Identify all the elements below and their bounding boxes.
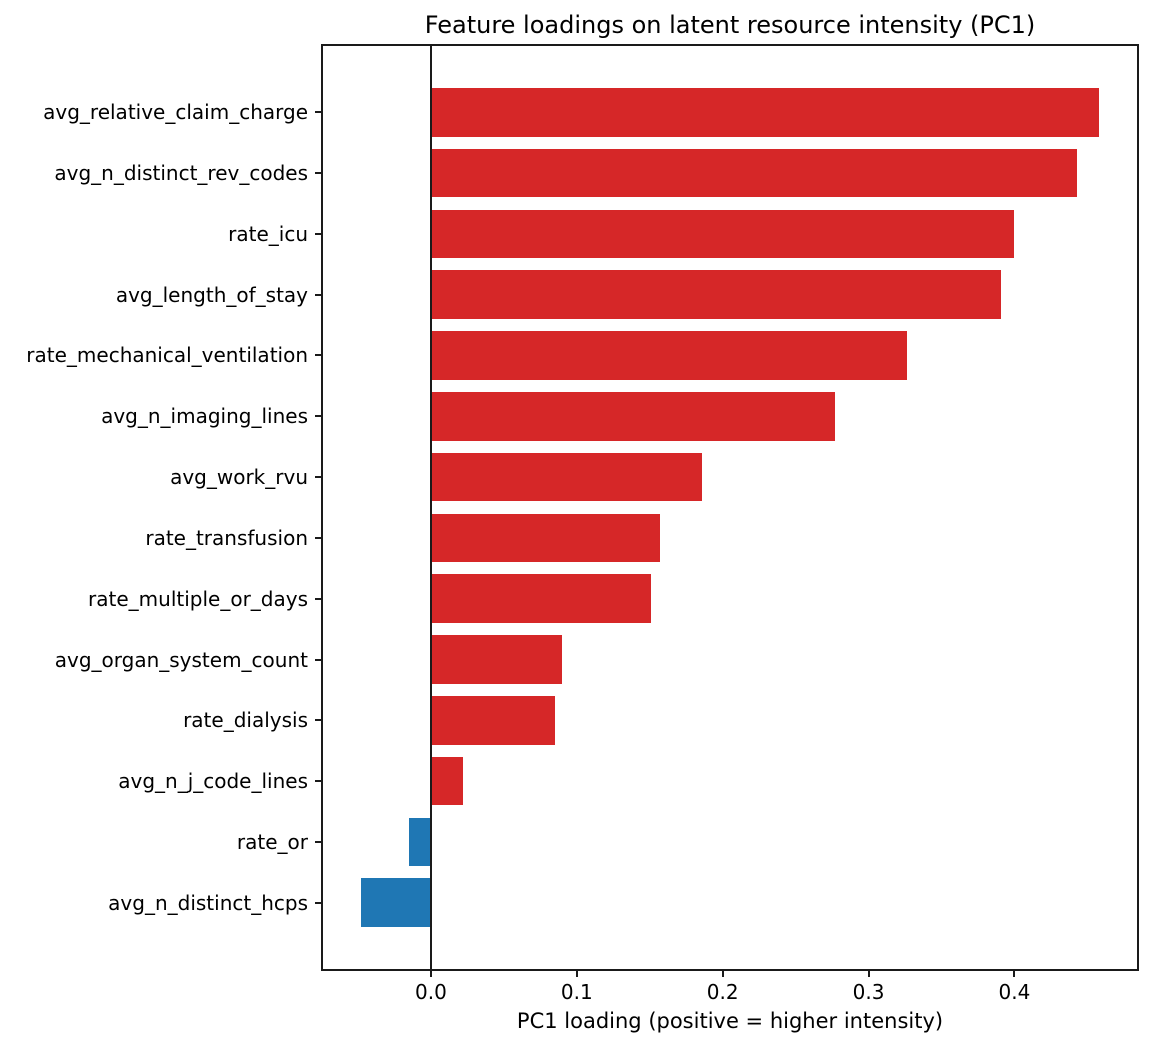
y-tick-mark (315, 597, 323, 600)
y-tick-mark (315, 901, 323, 904)
x-tick-label: 0.0 (415, 980, 447, 1004)
y-tick-label: avg_work_rvu (170, 465, 308, 490)
bar-avg_n_imaging_lines (430, 391, 836, 441)
y-tick-mark (315, 536, 323, 539)
y-tick-label: avg_n_distinct_hcps (108, 890, 308, 915)
bar-rate_or (409, 817, 431, 867)
y-tick-mark (315, 111, 323, 114)
y-tick-label: avg_relative_claim_charge (43, 100, 308, 125)
bar-avg_relative_claim_charge (430, 87, 1100, 137)
bar-avg_work_rvu (430, 452, 703, 502)
y-tick-mark (315, 476, 323, 479)
bar-rate_transfusion (430, 513, 660, 563)
y-tick-label: rate_or (236, 829, 308, 854)
x-axis-title: PC1 loading (positive = higher intensity… (516, 1009, 944, 1033)
y-tick-mark (315, 293, 323, 296)
y-tick-mark (315, 840, 323, 843)
x-tick-mark (867, 969, 870, 977)
bar-rate_multiple_or_days (430, 574, 652, 624)
y-tick-label: rate_multiple_or_days (88, 586, 308, 611)
x-tick-label: 0.1 (560, 980, 593, 1004)
y-tick-label: rate_transfusion (145, 525, 308, 550)
bar-avg_n_j_code_lines (430, 756, 464, 806)
plot-area (321, 44, 1139, 971)
y-tick-mark (315, 415, 323, 418)
x-tick-mark (721, 969, 724, 977)
y-tick-label: rate_dialysis (183, 708, 308, 733)
y-tick-label: avg_n_distinct_rev_codes (54, 161, 308, 186)
x-tick-mark (429, 969, 432, 977)
zero-line (429, 46, 432, 969)
y-tick-mark (315, 780, 323, 783)
y-tick-label: rate_icu (228, 221, 308, 246)
x-tick-label: 0.3 (852, 980, 885, 1004)
y-tick-label: avg_length_of_stay (115, 282, 308, 307)
y-tick-mark (315, 232, 323, 235)
bar-rate_dialysis (430, 695, 555, 745)
y-tick-mark (315, 719, 323, 722)
y-tick-mark (315, 172, 323, 175)
bar-avg_n_distinct_rev_codes (430, 148, 1078, 198)
bar-avg_length_of_stay (430, 270, 1002, 319)
y-tick-label: rate_mechanical_ventilation (26, 343, 308, 368)
chart-title: Feature loadings on latent resource inte… (424, 11, 1036, 39)
bar-avg_n_distinct_hcps (360, 878, 431, 928)
y-tick-label: avg_organ_system_count (54, 647, 308, 672)
x-tick-mark (575, 969, 578, 977)
x-tick-mark (1013, 969, 1016, 977)
y-tick-label: avg_n_j_code_lines (118, 769, 308, 794)
bar-rate_icu (430, 209, 1015, 259)
x-tick-label: 0.4 (998, 980, 1031, 1004)
bar-avg_organ_system_count (430, 635, 563, 684)
y-tick-mark (315, 354, 323, 357)
y-tick-label: avg_n_imaging_lines (101, 404, 308, 429)
x-tick-label: 0.2 (706, 980, 739, 1004)
bar-rate_mechanical_ventilation (430, 331, 907, 380)
y-tick-mark (315, 658, 323, 661)
